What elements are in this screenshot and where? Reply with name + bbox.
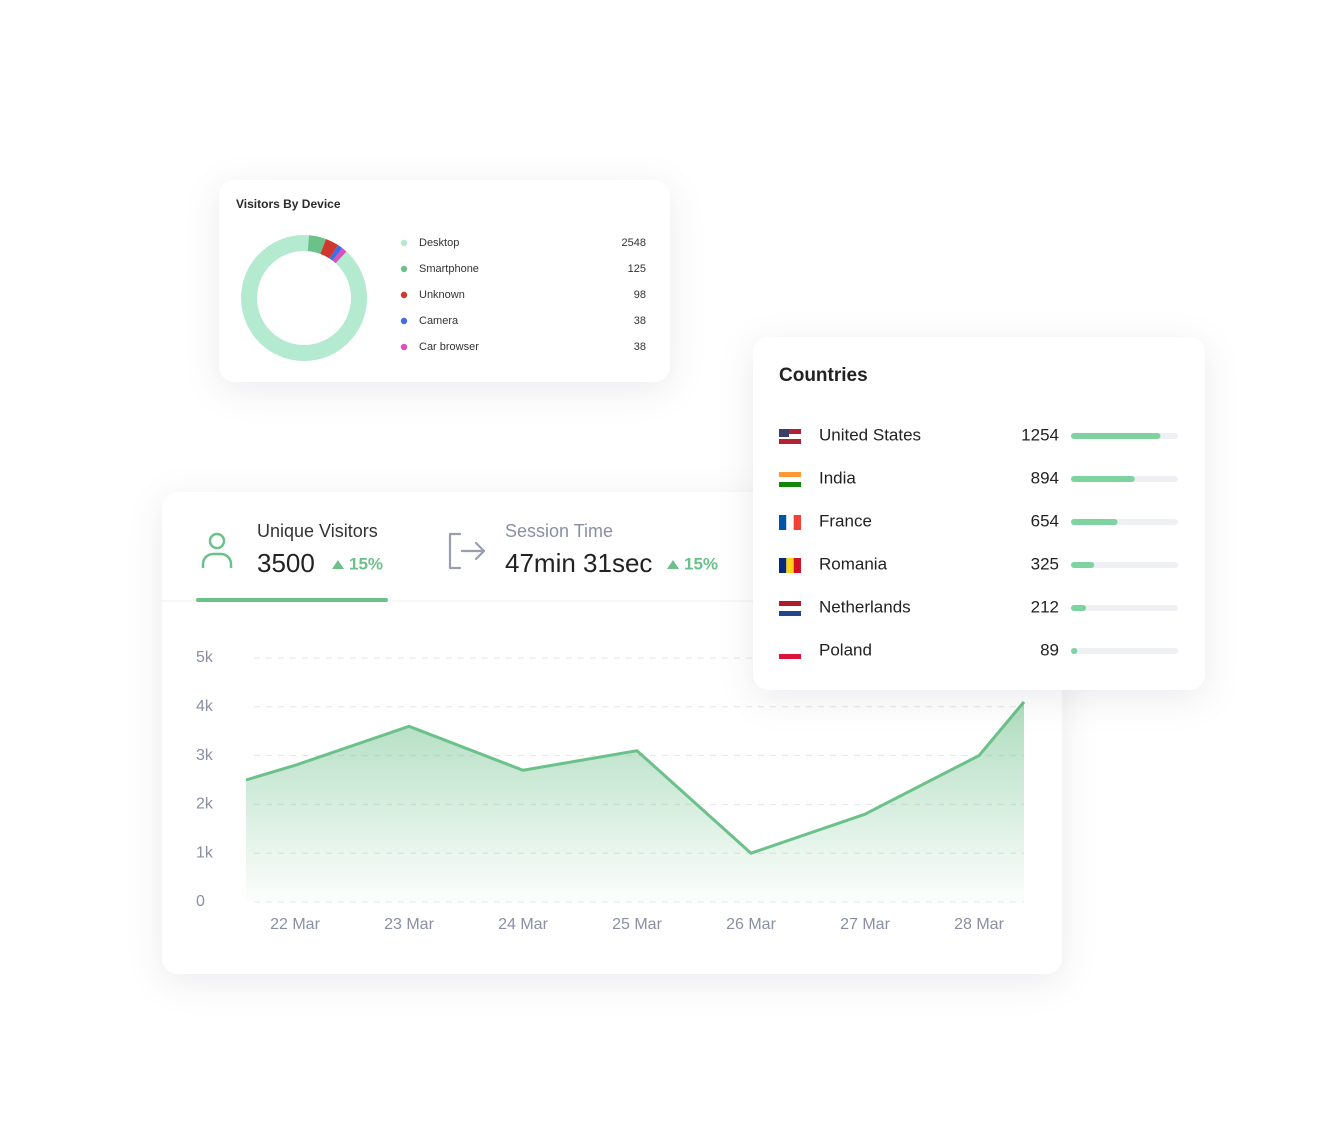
x-tick-label: 23 Mar	[384, 916, 434, 933]
donut-segment	[320, 238, 339, 259]
legend-label: Car browser	[419, 341, 479, 353]
user-icon	[201, 532, 233, 568]
flag	[779, 472, 801, 477]
country-name: Netherlands	[819, 597, 911, 616]
countries-card: Countries United States 1254 India 894 Franc…	[753, 337, 1205, 690]
legend-value: 125	[628, 263, 646, 275]
y-tick-label: 1k	[196, 844, 214, 861]
country-value: 654	[1031, 511, 1059, 530]
x-tick-label: 22 Mar	[270, 916, 320, 933]
x-tick-label: 26 Mar	[726, 916, 776, 933]
country-name: United States	[819, 425, 921, 444]
flag	[779, 606, 801, 611]
y-tick-label: 0	[196, 893, 205, 910]
country-value: 325	[1031, 554, 1059, 573]
bar-track	[1071, 562, 1178, 568]
legend-dot	[400, 291, 408, 299]
country-value: 212	[1031, 597, 1059, 616]
y-tick-label: 3k	[196, 747, 214, 764]
bar	[1071, 476, 1135, 482]
x-tick-label: 28 Mar	[954, 916, 1004, 933]
kpi-change: 15%	[684, 554, 718, 573]
legend-dot	[400, 343, 408, 351]
device-card: Visitors By Device Desktop 2548 Smartphone…	[219, 180, 670, 382]
flag	[793, 558, 801, 573]
flag	[779, 654, 801, 659]
legend-dot	[400, 239, 408, 247]
country-name: Romania	[819, 554, 888, 573]
flag	[786, 515, 794, 530]
bar	[1071, 519, 1118, 525]
legend-label: Camera	[419, 315, 459, 327]
flag	[779, 515, 787, 530]
y-tick-label: 2k	[196, 796, 214, 813]
up-arrow	[332, 560, 344, 569]
area	[246, 701, 1024, 902]
bar	[1071, 433, 1161, 439]
bar-track	[1071, 648, 1178, 654]
flag	[779, 482, 801, 487]
card-title: Visitors By Device	[236, 197, 341, 211]
y-tick-label: 5k	[196, 649, 214, 666]
donut-segment	[332, 248, 347, 264]
kpi-value: 47min 31sec	[505, 548, 652, 578]
flag	[779, 434, 801, 439]
country-value: 894	[1031, 468, 1059, 487]
active-tab-indicator	[196, 598, 388, 602]
kpi-label: Session Time	[505, 521, 613, 541]
x-tick-label: 25 Mar	[612, 916, 662, 933]
flag	[779, 644, 801, 649]
legend-value: 38	[634, 315, 646, 327]
legend-label: Smartphone	[419, 263, 479, 275]
legend-value: 38	[634, 341, 646, 353]
kpi-value: 3500	[257, 548, 315, 578]
bar	[1071, 648, 1078, 654]
flag	[779, 439, 801, 444]
flag	[779, 477, 801, 482]
country-name: India	[819, 468, 856, 487]
country-value: 1254	[1021, 425, 1059, 444]
card-bg	[753, 337, 1205, 690]
card-bg	[219, 180, 670, 382]
up-arrow	[667, 560, 679, 569]
legend-value: 98	[634, 289, 646, 301]
bar-track	[1071, 605, 1178, 611]
legend-label: Unknown	[419, 289, 465, 301]
flag	[786, 558, 794, 573]
flag	[779, 429, 801, 434]
country-value: 89	[1040, 640, 1059, 659]
bar	[1071, 605, 1087, 611]
x-tick-label: 24 Mar	[498, 916, 548, 933]
flag	[779, 649, 801, 654]
legend-dot	[400, 265, 408, 273]
donut-segment	[307, 235, 326, 255]
country-name: Poland	[819, 640, 872, 659]
flag	[779, 601, 801, 606]
flag	[779, 611, 801, 616]
legend-label: Desktop	[419, 237, 459, 249]
bar	[1071, 562, 1095, 568]
exit-icon	[448, 532, 486, 570]
kpi-change: 15%	[349, 554, 383, 573]
country-name: France	[819, 511, 872, 530]
donut-segment	[329, 245, 343, 261]
flag	[779, 429, 789, 437]
legend-value: 2548	[622, 237, 646, 249]
card-title: Countries	[779, 365, 868, 386]
legend-dot	[400, 317, 408, 325]
donut-segment	[241, 235, 367, 361]
x-tick-label: 27 Mar	[840, 916, 890, 933]
flag	[779, 558, 787, 573]
line	[245, 700, 1026, 855]
y-tick-label: 4k	[196, 698, 214, 715]
flag	[793, 515, 801, 530]
kpi-label: Unique Visitors	[257, 521, 378, 541]
